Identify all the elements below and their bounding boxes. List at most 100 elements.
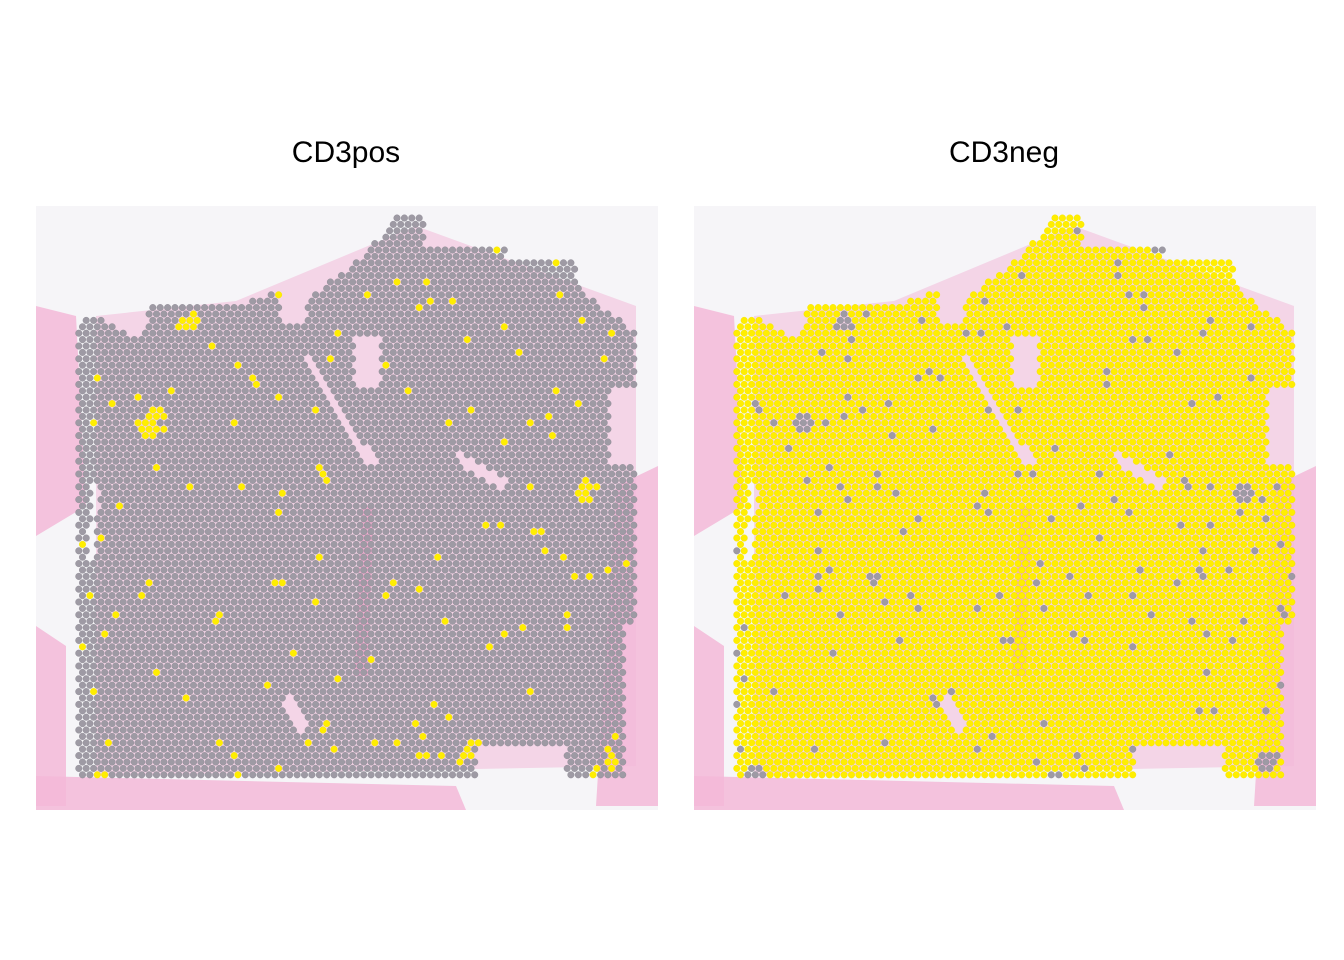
spot-out-group — [630, 342, 638, 350]
spot-out-group — [356, 534, 364, 542]
spot-out-group — [249, 400, 257, 408]
spot-out-group — [282, 419, 290, 427]
spot-out-group — [208, 508, 216, 516]
spot-out-group — [449, 656, 457, 664]
spot-out-group — [489, 355, 497, 363]
spot-out-group — [149, 457, 157, 465]
spot-out-group — [560, 515, 568, 523]
spot-out-group — [330, 643, 338, 651]
spot-out-group — [397, 246, 405, 254]
spot-out-group — [108, 464, 116, 472]
spot-out-group — [245, 304, 253, 312]
spot-out-group — [282, 508, 290, 516]
spot-out-group — [252, 521, 260, 529]
spot-out-group — [585, 368, 593, 376]
spot-out-group — [330, 387, 338, 395]
spot-out-group — [552, 566, 560, 574]
spot-out-group — [315, 348, 323, 356]
spot-out-group — [378, 380, 386, 388]
spot-out-group — [93, 400, 101, 408]
spot-out-group — [582, 297, 590, 305]
spot-out-group — [571, 380, 579, 388]
spot-out-group — [386, 534, 394, 542]
spot-out-group — [334, 649, 342, 657]
spot-out-group — [230, 636, 238, 644]
spot-out-group — [319, 713, 327, 721]
spot-out-group — [341, 470, 349, 478]
spot-out-group — [523, 438, 531, 446]
spot-out-group — [474, 675, 482, 683]
spot-out-group — [197, 425, 205, 433]
spot-out-group — [341, 368, 349, 376]
spot-out-group — [363, 393, 371, 401]
spot-out-group — [293, 681, 301, 689]
spot-out-group — [152, 707, 160, 715]
spot-out-group — [349, 572, 357, 580]
spot-out-group — [452, 278, 460, 286]
spot-out-group — [574, 643, 582, 651]
spot-out-group — [315, 336, 323, 344]
spot-out-group — [160, 515, 168, 523]
spot-out-group — [319, 534, 327, 542]
spot-out-group — [267, 470, 275, 478]
spot-out-group — [585, 457, 593, 465]
spot-out-group — [208, 355, 216, 363]
spot-out-group — [419, 464, 427, 472]
spot-out-group — [519, 547, 527, 555]
spot-out-group — [271, 630, 279, 638]
spot-out-group — [560, 656, 568, 664]
spot-out-group — [519, 700, 527, 708]
spot-out-group — [360, 579, 368, 587]
spot-out-group — [297, 457, 305, 465]
spot-out-group — [604, 412, 612, 420]
spot-out-group — [600, 521, 608, 529]
spot-out-group — [223, 304, 231, 312]
spot-in-group — [189, 310, 197, 318]
spot-out-group — [297, 342, 305, 350]
spot-out-group — [471, 438, 479, 446]
spot-out-group — [226, 579, 234, 587]
spot-out-group — [434, 374, 442, 382]
spot-out-group — [119, 419, 127, 427]
spot-out-group — [556, 278, 564, 286]
spot-out-group — [508, 336, 516, 344]
spot-out-group — [175, 387, 183, 395]
spot-out-group — [130, 617, 138, 625]
spot-out-group — [504, 572, 512, 580]
spot-out-group — [452, 572, 460, 580]
spot-out-group — [308, 412, 316, 420]
spot-out-group — [582, 361, 590, 369]
spot-out-group — [182, 310, 190, 318]
spot-out-group — [567, 336, 575, 344]
spot-out-group — [101, 451, 109, 459]
spot-out-group — [456, 553, 464, 561]
spot-out-group — [397, 515, 405, 523]
spot-out-group — [201, 521, 209, 529]
spot-in-group — [548, 432, 556, 440]
spot-out-group — [86, 489, 94, 497]
spot-out-group — [556, 470, 564, 478]
spot-out-group — [326, 636, 334, 644]
spot-out-group — [315, 707, 323, 715]
spot-out-group — [604, 604, 612, 612]
spot-out-group — [530, 336, 538, 344]
spot-out-group — [378, 240, 386, 248]
spot-out-group — [548, 534, 556, 542]
spot-out-group — [193, 355, 201, 363]
spot-out-group — [201, 355, 209, 363]
spot-out-group — [412, 694, 420, 702]
spot-out-group — [426, 592, 434, 600]
spot-out-group — [308, 464, 316, 472]
spot-out-group — [301, 604, 309, 612]
spot-out-group — [463, 643, 471, 651]
spot-out-group — [293, 553, 301, 561]
spot-out-group — [275, 624, 283, 632]
spot-out-group — [441, 553, 449, 561]
spot-out-group — [371, 611, 379, 619]
spot-out-group — [289, 329, 297, 337]
spot-out-group — [226, 656, 234, 664]
spot-out-group — [415, 598, 423, 606]
spot-out-group — [75, 624, 83, 632]
spot-out-group — [330, 694, 338, 702]
spot-out-group — [434, 451, 442, 459]
